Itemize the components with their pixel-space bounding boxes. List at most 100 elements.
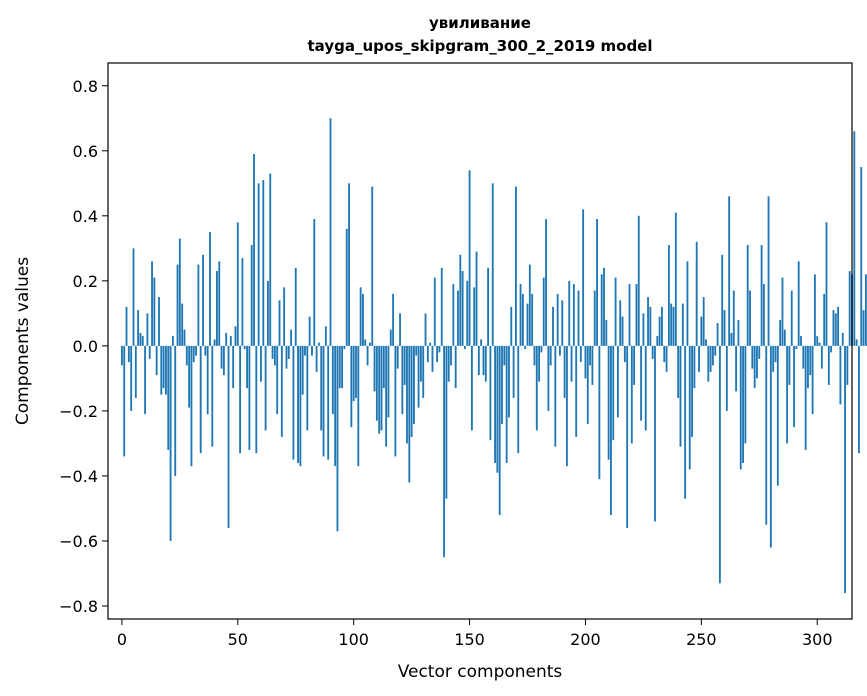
bar-298 — [811, 345, 814, 415]
bar-78 — [301, 345, 304, 395]
bar-59 — [257, 183, 260, 346]
bar-212 — [612, 345, 615, 441]
bar-70 — [283, 287, 286, 346]
bar-221 — [633, 345, 636, 385]
bar-141 — [447, 345, 450, 382]
y-tick-label: 0.2 — [73, 272, 98, 291]
bar-237 — [670, 303, 673, 346]
bar-194 — [570, 345, 573, 382]
bar-152 — [473, 287, 476, 346]
bar-185 — [549, 345, 552, 366]
bar-210 — [607, 345, 610, 460]
bar-112 — [380, 345, 383, 431]
bar-9 — [141, 336, 144, 346]
bar-51 — [239, 345, 242, 454]
bar-75 — [294, 267, 297, 346]
bar-307 — [832, 310, 835, 346]
bar-234 — [663, 345, 666, 363]
x-tick-label: 200 — [570, 630, 601, 649]
bar-97 — [345, 228, 348, 346]
bar-261 — [725, 345, 728, 411]
bar-24 — [176, 264, 179, 346]
bar-176 — [528, 264, 531, 346]
bar-92 — [334, 345, 337, 467]
bar-204 — [593, 290, 596, 346]
bar-274 — [756, 345, 758, 379]
bar-173 — [521, 293, 524, 346]
bar-32 — [195, 345, 197, 356]
bar-85 — [317, 342, 320, 346]
bar-87 — [322, 345, 325, 457]
bar-199 — [582, 209, 585, 346]
y-tick-label: −0.8 — [59, 597, 98, 616]
bar-48 — [232, 345, 235, 389]
bar-164 — [501, 345, 503, 424]
bar-160 — [491, 183, 494, 346]
bar-102 — [357, 345, 360, 467]
x-tick-label: 250 — [686, 630, 717, 649]
bar-317 — [855, 339, 858, 346]
bar-318 — [858, 345, 860, 454]
bar-236 — [667, 245, 670, 346]
bar-227 — [647, 297, 649, 346]
bar-197 — [577, 290, 580, 346]
y-tick-label: 0.8 — [73, 77, 98, 96]
bar-103 — [359, 287, 362, 346]
bar-250 — [700, 316, 703, 346]
bar-18 — [162, 345, 165, 389]
bar-37 — [206, 345, 209, 415]
bar-88 — [324, 326, 327, 346]
bar-116 — [389, 329, 392, 346]
bar-265 — [735, 345, 738, 392]
bar-11 — [146, 313, 149, 346]
bar-252 — [705, 339, 707, 346]
bar-174 — [524, 345, 527, 350]
bar-110 — [375, 345, 378, 421]
bar-206 — [598, 345, 601, 480]
bar-192 — [565, 345, 568, 467]
bar-117 — [392, 293, 395, 346]
bar-145 — [457, 290, 459, 346]
bar-133 — [429, 342, 432, 346]
bar-55 — [248, 345, 251, 450]
bar-38 — [209, 232, 211, 346]
bar-277 — [763, 284, 765, 346]
bar-258 — [718, 345, 721, 584]
bar-131 — [424, 313, 427, 346]
bar-293 — [800, 336, 802, 346]
bar-290 — [793, 345, 795, 428]
bar-0 — [120, 345, 123, 366]
bar-54 — [246, 345, 248, 389]
bar-195 — [572, 284, 575, 346]
bar-72 — [287, 345, 290, 359]
bar-137 — [438, 345, 441, 353]
bar-150 — [468, 170, 471, 346]
bar-166 — [505, 345, 508, 463]
x-tick-label: 150 — [454, 630, 485, 649]
bar-249 — [698, 345, 700, 372]
bar-25 — [178, 238, 181, 346]
bar-118 — [394, 345, 397, 457]
bar-296 — [807, 345, 809, 389]
bar-46 — [227, 345, 230, 528]
bar-45 — [225, 332, 228, 346]
bar-90 — [329, 118, 332, 346]
bar-312 — [844, 345, 846, 593]
bar-193 — [568, 280, 571, 346]
bar-243 — [684, 345, 687, 499]
bar-251 — [702, 297, 705, 346]
x-tick-label: 300 — [802, 630, 833, 649]
x-tick-label: 50 — [228, 630, 248, 649]
bar-58 — [255, 345, 258, 454]
bar-223 — [637, 215, 640, 346]
bar-14 — [153, 277, 156, 346]
bar-244 — [686, 261, 689, 346]
bar-209 — [605, 319, 608, 346]
bar-190 — [561, 300, 564, 346]
bar-224 — [640, 345, 643, 421]
bar-287 — [786, 345, 789, 444]
bar-114 — [385, 345, 388, 447]
bar-47 — [229, 336, 232, 346]
bar-151 — [470, 345, 473, 431]
bar-180 — [538, 345, 541, 382]
